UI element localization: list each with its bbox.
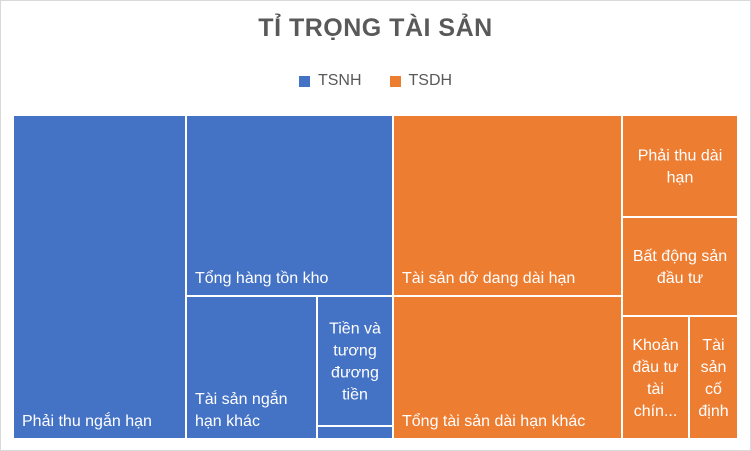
treemap-label: Tài sản ngắn hạn khác — [195, 389, 288, 430]
treemap-label: Tổng hàng tồn kho — [195, 269, 329, 287]
treemap-tile-tai-san-co-dinh: Tài sản cố định — [690, 317, 737, 438]
treemap-label: Bất động sản đầu tư — [633, 248, 727, 287]
legend-label-tsnh: TSNH — [317, 72, 362, 89]
treemap-rect — [14, 116, 185, 438]
treemap-rect — [318, 297, 392, 425]
treemap-tile-tong-tai-san-dai-han-khac: Tổng tài sản dài hạn khác — [394, 297, 621, 438]
treemap-tile-tai-san-do-dang-dai-han: Tài sản dở dang dài hạn — [394, 116, 621, 295]
treemap-label: Tổng tài sản dài hạn khác — [402, 412, 585, 430]
treemap-tile-blank — [318, 427, 392, 438]
legend-swatch-tsnh — [298, 75, 310, 87]
treemap-label: Khoản đầu tư tài chín... — [632, 337, 679, 420]
treemap-tile-tien-va-tuong-duong-tien: Tiền và tương đương tiền — [318, 297, 392, 425]
treemap-label: Phải thu ngắn hạn — [22, 411, 152, 430]
treemap-rect — [623, 317, 688, 438]
treemap-tile-tong-hang-ton-kho: Tổng hàng tồn kho — [187, 116, 392, 295]
legend: TSNH TSDH — [0, 72, 751, 90]
treemap-tile-phai-thu-ngan-han: Phải thu ngắn hạn — [14, 116, 185, 438]
treemap-rect — [187, 116, 392, 295]
legend-swatch-tsdh — [389, 75, 401, 87]
treemap-rect — [318, 427, 392, 438]
treemap-label: Tiền và tương đương tiền — [329, 321, 381, 404]
treemap-tile-phai-thu-dai-han: Phải thu dài hạn — [623, 116, 737, 216]
treemap-rect — [394, 297, 621, 438]
legend-label-tsdh: TSDH — [408, 72, 453, 89]
treemap-label: Phải thu dài hạn — [638, 148, 723, 187]
treemap-rect — [623, 218, 737, 315]
treemap-label: Tài sản dở dang dài hạn — [402, 270, 575, 287]
treemap-rect — [394, 116, 621, 295]
treemap-rect — [623, 116, 737, 216]
legend-item-tsdh: TSDH — [389, 72, 453, 90]
treemap-label: Tài sản cố định — [698, 337, 728, 420]
chart-title: TỈ TRỌNG TÀI SẢN — [258, 14, 493, 42]
treemap-rect — [690, 317, 737, 438]
treemap-tile-khoan-dau-tu-tai-chin: Khoản đầu tư tài chín... — [623, 317, 688, 438]
treemap-tile-tai-san-ngan-han-khac: Tài sản ngắn hạn khác — [187, 297, 316, 438]
treemap-tile-bat-dong-san-dau-tu: Bất động sản đầu tư — [623, 218, 737, 315]
legend-item-tsnh: TSNH — [298, 72, 362, 90]
treemap-rect — [187, 297, 316, 438]
